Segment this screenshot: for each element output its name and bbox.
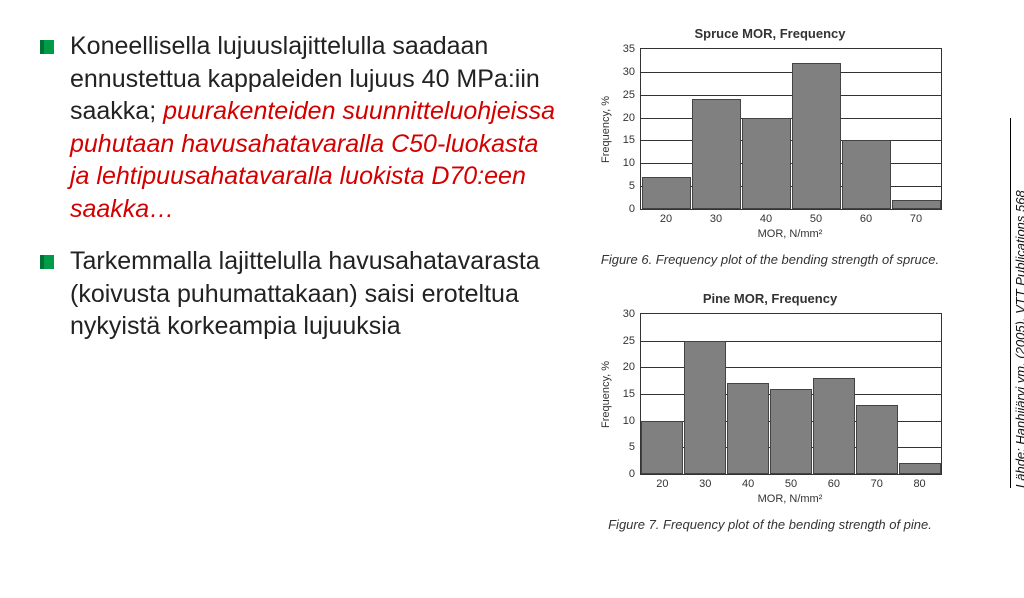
bullet-marker-icon — [40, 255, 54, 269]
source-citation: Lähde: Hanhijärvi ym. (2005). VTT Public… — [1010, 118, 1024, 488]
bar — [684, 341, 726, 474]
x-tick-label: 20 — [660, 213, 672, 225]
bullet-text-black: Tarkemmalla lajittelulla havusahatavaras… — [70, 247, 540, 340]
bar — [892, 200, 941, 209]
bullet-item: Tarkemmalla lajittelulla havusahatavaras… — [40, 245, 560, 343]
bar — [692, 99, 741, 209]
bullet-marker-icon — [40, 40, 54, 54]
y-tick-label: 5 — [629, 180, 635, 192]
chart-pine: Pine MOR, Frequency 05101520253020304050… — [580, 285, 980, 532]
x-tick-label: 20 — [656, 478, 668, 490]
bullet-item: Koneellisella lujuuslajittelulla saadaan… — [40, 30, 560, 225]
y-tick-label: 10 — [623, 157, 635, 169]
y-tick-label: 10 — [623, 415, 635, 427]
bar — [641, 421, 683, 474]
y-tick-label: 35 — [623, 43, 635, 55]
chart-spruce-ylabel: Frequency, % — [600, 96, 612, 163]
bar — [792, 63, 841, 209]
chart-pine-title: Pine MOR, Frequency — [580, 291, 960, 306]
x-tick-label: 70 — [910, 213, 922, 225]
y-tick-label: 15 — [623, 134, 635, 146]
y-tick-label: 20 — [623, 112, 635, 124]
bar — [813, 378, 855, 474]
x-tick-label: 60 — [828, 478, 840, 490]
x-tick-label: 50 — [785, 478, 797, 490]
chart-pine-xlabel: MOR, N/mm² — [640, 493, 940, 505]
y-tick-label: 30 — [623, 66, 635, 78]
x-tick-label: 70 — [871, 478, 883, 490]
x-tick-label: 80 — [913, 478, 925, 490]
x-tick-label: 40 — [760, 213, 772, 225]
y-tick-label: 5 — [629, 441, 635, 453]
chart-pine-plot: 05101520253020304050607080 — [640, 313, 942, 475]
chart-pine-caption: Figure 7. Frequency plot of the bending … — [580, 517, 960, 532]
y-tick-label: 25 — [623, 335, 635, 347]
charts-column: Spruce MOR, Frequency 051015202530352030… — [580, 20, 980, 550]
chart-spruce-plot: 05101520253035203040506070 — [640, 48, 942, 210]
chart-spruce-caption: Figure 6. Frequency plot of the bending … — [580, 252, 960, 267]
slide-root: Koneellisella lujuuslajittelulla saadaan… — [0, 0, 1024, 598]
x-tick-label: 60 — [860, 213, 872, 225]
chart-pine-inner: Pine MOR, Frequency 05101520253020304050… — [580, 285, 960, 515]
y-tick-label: 0 — [629, 468, 635, 480]
bar — [742, 118, 791, 209]
bullet-text: Tarkemmalla lajittelulla havusahatavaras… — [70, 245, 560, 343]
bar — [770, 389, 812, 474]
y-tick-label: 0 — [629, 203, 635, 215]
chart-spruce: Spruce MOR, Frequency 051015202530352030… — [580, 20, 980, 267]
bar — [727, 383, 769, 474]
x-tick-label: 30 — [699, 478, 711, 490]
bar — [899, 463, 941, 474]
y-tick-label: 15 — [623, 388, 635, 400]
x-tick-label: 30 — [710, 213, 722, 225]
y-tick-label: 25 — [623, 89, 635, 101]
chart-spruce-xlabel: MOR, N/mm² — [640, 228, 940, 240]
bar — [842, 140, 891, 209]
chart-spruce-inner: Spruce MOR, Frequency 051015202530352030… — [580, 20, 960, 250]
bullet-list: Koneellisella lujuuslajittelulla saadaan… — [40, 30, 560, 363]
x-tick-label: 50 — [810, 213, 822, 225]
bullet-text: Koneellisella lujuuslajittelulla saadaan… — [70, 30, 560, 225]
y-tick-label: 30 — [623, 308, 635, 320]
y-tick-label: 20 — [623, 361, 635, 373]
bar — [642, 177, 691, 209]
chart-spruce-title: Spruce MOR, Frequency — [580, 26, 960, 41]
x-tick-label: 40 — [742, 478, 754, 490]
chart-pine-ylabel: Frequency, % — [600, 361, 612, 428]
bar — [856, 405, 898, 474]
